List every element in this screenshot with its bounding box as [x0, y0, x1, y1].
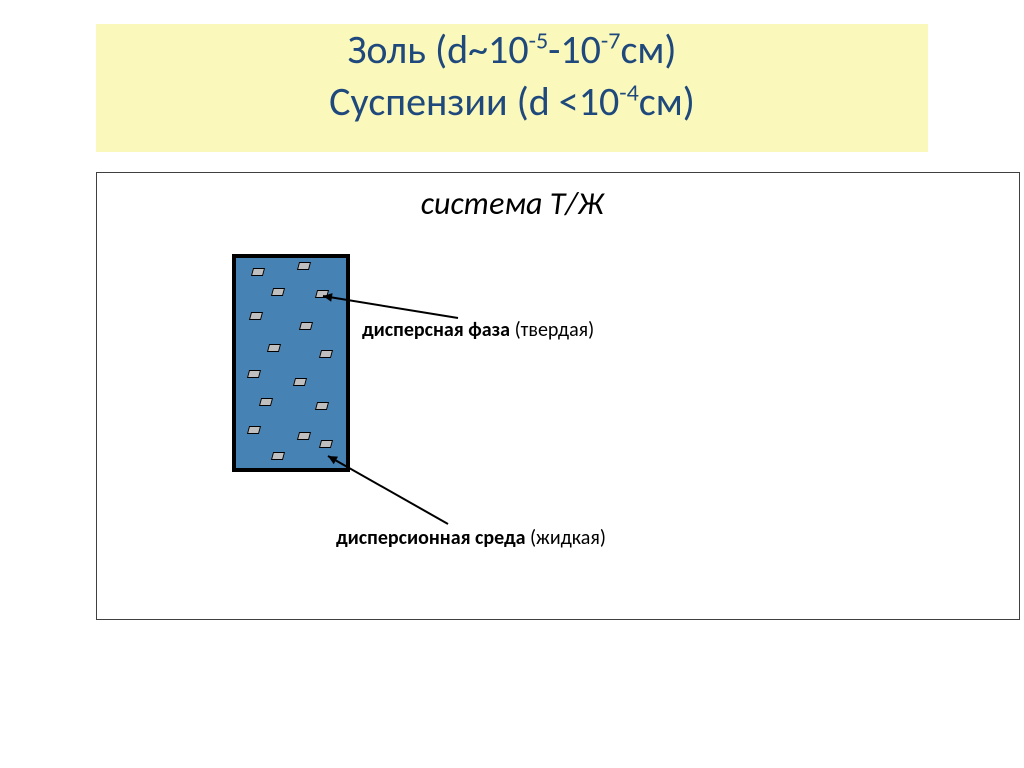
t1-s1: -5 [529, 27, 549, 56]
subtitle: система Т/Ж [0, 184, 1024, 223]
t2-a: Суспензии (d <10 [329, 77, 619, 126]
label-dispersed-phase: дисперсная фаза (твердая) [362, 318, 594, 342]
label-dispersion-medium: дисперсионная среда (жидкая) [336, 526, 606, 550]
particle [297, 262, 311, 270]
title-line-2: Суспензии (d <10-4см) [96, 76, 928, 128]
particle [293, 378, 307, 386]
particle [315, 402, 329, 410]
particle [319, 440, 333, 448]
label-medium-bold: дисперсионная среда [336, 526, 525, 550]
particle [267, 344, 281, 352]
t2-s: -4 [619, 79, 639, 108]
t1-c: см) [620, 25, 676, 74]
t2-b: см) [639, 77, 695, 126]
particle [319, 350, 333, 358]
label-phase-rest: (твердая) [510, 318, 594, 342]
particle [315, 290, 329, 298]
particle [251, 268, 265, 276]
particle [271, 452, 285, 460]
title-box: Золь (d~10-5-10-7см) Суспензии (d <10-4с… [96, 24, 928, 152]
t1-s2: -7 [601, 27, 621, 56]
particle [299, 322, 313, 330]
particle [271, 288, 285, 296]
slide: Золь (d~10-5-10-7см) Суспензии (d <10-4с… [0, 0, 1024, 768]
particle [259, 398, 273, 406]
label-medium-rest: (жидкая) [525, 526, 605, 550]
particle [249, 312, 263, 320]
t1-b: -10 [548, 25, 601, 74]
label-phase-bold: дисперсная фаза [362, 318, 510, 342]
particle [247, 426, 261, 434]
particle [247, 370, 261, 378]
t1-a: Золь (d~10 [347, 25, 528, 74]
title-line-1: Золь (d~10-5-10-7см) [96, 24, 928, 76]
particle [297, 432, 311, 440]
